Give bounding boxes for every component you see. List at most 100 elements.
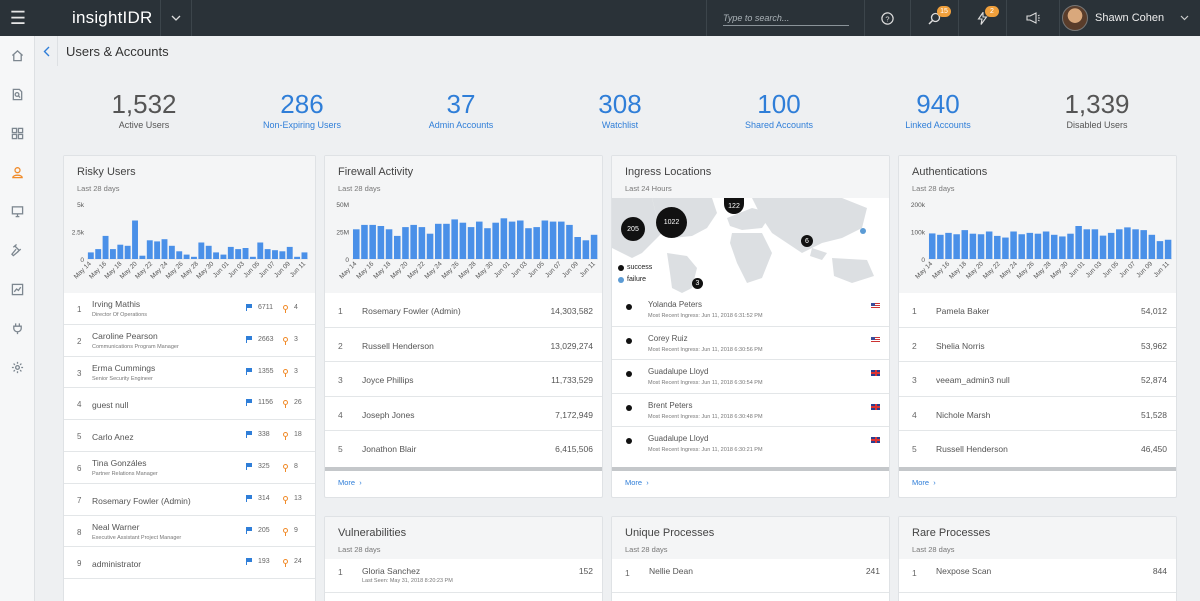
chart-bar[interactable] — [286, 246, 293, 259]
chart-bar[interactable] — [264, 249, 271, 259]
list-item[interactable]: 4 guest null 1156 26 — [64, 388, 315, 421]
chart-bar[interactable] — [1075, 226, 1082, 259]
chart-bar[interactable] — [109, 249, 116, 259]
alerts-button[interactable]: 2 — [958, 0, 1006, 36]
stat-watchlist[interactable]: 308 Watchlist — [540, 90, 700, 130]
chart-bar[interactable] — [1067, 233, 1074, 259]
list-item[interactable]: 6 Tina Gonzáles Partner Relations Manager 3… — [64, 452, 315, 484]
chart-bar[interactable] — [1140, 230, 1147, 259]
chart-bar[interactable] — [272, 250, 278, 259]
table-row[interactable]: 5 Russell Henderson 46,450 — [899, 431, 1176, 466]
chart-bar[interactable] — [525, 228, 532, 259]
announcements-button[interactable] — [1006, 0, 1059, 36]
list-item[interactable]: 2 Caroline Pearson Communications Program … — [64, 325, 315, 357]
chart-bar[interactable] — [117, 244, 124, 259]
chart-bar[interactable] — [227, 246, 234, 259]
list-item[interactable]: 7 Rosemary Fowler (Admin) 314 13 — [64, 484, 315, 516]
chart-bar[interactable] — [1010, 231, 1017, 260]
investigations-button[interactable]: 15 — [910, 0, 958, 36]
chart-bar[interactable] — [961, 230, 969, 259]
chart-bar[interactable] — [434, 223, 442, 259]
chart-bar[interactable] — [1034, 233, 1042, 259]
list-item[interactable]: 1 Irving Mathis Director Of Operations 6711… — [64, 293, 315, 325]
chart-bar[interactable] — [410, 224, 417, 259]
chart-bar[interactable] — [95, 249, 102, 259]
chart-bar[interactable] — [205, 245, 212, 259]
chart-bar[interactable] — [484, 228, 491, 259]
list-item[interactable]: 5 Carlo Anez 338 18 — [64, 420, 315, 452]
chart-bar[interactable] — [183, 254, 190, 259]
chart-bar[interactable] — [1164, 239, 1172, 259]
table-row[interactable]: 4 Nichole Marsh 51,528 — [899, 397, 1176, 431]
chart-bar[interactable] — [1132, 229, 1139, 259]
chart-bar[interactable] — [1059, 236, 1066, 259]
list-item[interactable]: 3 Erma Cummings Senior Security Engineer 13… — [64, 357, 315, 389]
chart-bar[interactable] — [1107, 232, 1115, 259]
chart-bar[interactable] — [102, 235, 109, 259]
more-link[interactable]: More › — [625, 478, 649, 487]
help-button[interactable]: ? — [864, 0, 910, 36]
table-row[interactable]: 2 Shelia Norris 53,962 — [899, 328, 1176, 362]
map-cluster-marker[interactable]: 6 — [801, 235, 813, 247]
chart-bar[interactable] — [213, 252, 220, 259]
sidebar-item-dashboards[interactable] — [0, 114, 35, 153]
chart-bar[interactable] — [294, 256, 301, 259]
chart-bar[interactable] — [508, 221, 516, 259]
chart-bar[interactable] — [1091, 229, 1099, 259]
chart-bar[interactable] — [1156, 241, 1164, 259]
stat-linked-accounts[interactable]: 940 Linked Accounts — [858, 90, 1018, 130]
list-item[interactable]: 8 Neal Warner Executive Assistant Project … — [64, 516, 315, 548]
chart-bar[interactable] — [574, 237, 581, 259]
chart-bar[interactable] — [582, 240, 590, 259]
list-item[interactable]: Corey Ruiz Most Recent Ingress: Jun 11, 2… — [612, 327, 889, 361]
stat-shared-accounts[interactable]: 100 Shared Accounts — [699, 90, 859, 130]
chart-bar[interactable] — [549, 221, 557, 259]
sidebar-item-assets[interactable] — [0, 192, 35, 231]
chart-bar[interactable] — [1026, 232, 1034, 259]
chart-bar[interactable] — [191, 256, 197, 259]
hamburger-menu-icon[interactable]: ☰ — [9, 7, 27, 28]
chart-bar[interactable] — [220, 254, 227, 259]
map-cluster-marker[interactable]: 205 — [621, 217, 645, 241]
table-row[interactable]: 1 Pamela Baker 54,012 — [899, 293, 1176, 328]
chart-bar[interactable] — [516, 220, 524, 260]
chart-bar[interactable] — [402, 227, 409, 259]
chart-bar[interactable] — [1116, 229, 1123, 259]
table-row[interactable]: 1 Nexpose Scan 844 — [899, 559, 1176, 593]
chart-bar[interactable] — [459, 222, 467, 259]
chart-bar[interactable] — [467, 227, 475, 259]
list-item[interactable]: Guadalupe Lloyd Most Recent Ingress: Jun … — [612, 427, 889, 461]
chart-bar[interactable] — [242, 248, 249, 259]
chart-bar[interactable] — [385, 229, 393, 259]
chart-bar[interactable] — [1099, 235, 1107, 259]
chart-bar[interactable] — [541, 220, 549, 260]
chart-bar[interactable] — [451, 219, 458, 259]
map-failure-marker[interactable] — [860, 228, 866, 234]
chart-bar[interactable] — [977, 234, 985, 259]
more-link[interactable]: More › — [912, 478, 936, 487]
list-item[interactable]: Yolanda Peters Most Recent Ingress: Jun 1… — [612, 293, 889, 327]
chart-bar[interactable] — [928, 233, 936, 259]
map-cluster-marker[interactable]: 3 — [692, 278, 703, 289]
list-item[interactable]: Guadalupe Lloyd Most Recent Ingress: Jun … — [612, 360, 889, 394]
chart-bar[interactable] — [146, 240, 153, 259]
chart-bar[interactable] — [132, 220, 138, 260]
sidebar-item-users[interactable] — [0, 153, 35, 192]
chart-bar[interactable] — [1083, 229, 1091, 259]
back-button[interactable] — [36, 36, 58, 66]
table-row[interactable]: 5 Jonathon Blair 6,415,506 — [325, 431, 602, 466]
chart-bar[interactable] — [994, 235, 1001, 259]
table-row[interactable]: 3 Joyce Phillips 11,733,529 — [325, 362, 602, 397]
user-menu[interactable]: Shawn Cohen — [1059, 0, 1200, 36]
chart-bar[interactable] — [418, 227, 426, 259]
list-item[interactable]: Brent Peters Most Recent Ingress: Jun 11,… — [612, 394, 889, 428]
chart-bar[interactable] — [492, 222, 499, 259]
chart-bar[interactable] — [257, 242, 264, 260]
sidebar-item-investigations[interactable] — [0, 231, 35, 270]
sidebar-item-settings[interactable] — [0, 348, 35, 387]
chart-bar[interactable] — [154, 241, 161, 259]
chart-bar[interactable] — [443, 223, 450, 259]
chart-bar[interactable] — [249, 256, 256, 259]
chart-bar[interactable] — [176, 251, 183, 259]
chart-bar[interactable] — [1050, 234, 1058, 259]
